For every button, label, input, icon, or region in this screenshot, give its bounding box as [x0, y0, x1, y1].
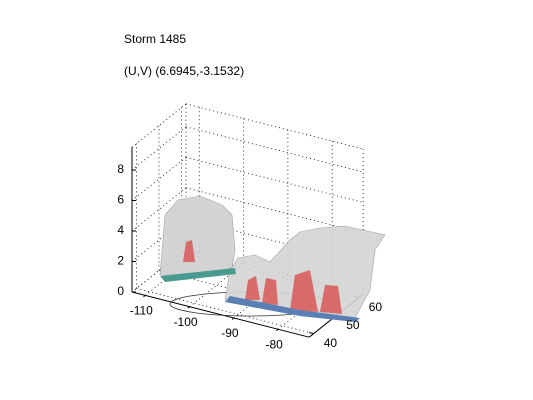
- x-tick-label: -100: [174, 315, 198, 329]
- z-tick-label: 6: [117, 193, 124, 207]
- x-tick-label: -80: [266, 337, 284, 351]
- y-tick-label: 60: [369, 300, 383, 314]
- grid-line: [185, 156, 364, 203]
- isosurfaces: [159, 195, 386, 322]
- grid-line: [185, 126, 364, 173]
- y-tick-label: 50: [346, 318, 360, 332]
- z-tick-label: 0: [117, 284, 124, 298]
- isosurface-gray: [159, 195, 236, 276]
- isosurface-base: [225, 296, 360, 322]
- z-tick-label: 2: [117, 254, 124, 268]
- chart-subtitle: (U,V) (6.6945,-3.1532): [124, 64, 244, 78]
- grid-line: [185, 187, 364, 234]
- box-edge: [185, 103, 364, 150]
- tick-mark: [309, 331, 314, 335]
- x-axis: [131, 291, 310, 338]
- z-tick-label: 4: [117, 223, 124, 237]
- isosurface-base: [160, 268, 236, 282]
- isosurface-red: [183, 240, 195, 262]
- x-tick-label: -110: [130, 304, 153, 318]
- grid-line: [136, 288, 314, 334]
- isosurface-red: [245, 270, 342, 314]
- y-tick-label: 40: [324, 336, 338, 350]
- chart-title: Storm 1485: [124, 32, 186, 46]
- grid-line: [131, 126, 187, 171]
- x-tick-label: -90: [221, 326, 239, 340]
- z-tick-label: 8: [117, 162, 124, 176]
